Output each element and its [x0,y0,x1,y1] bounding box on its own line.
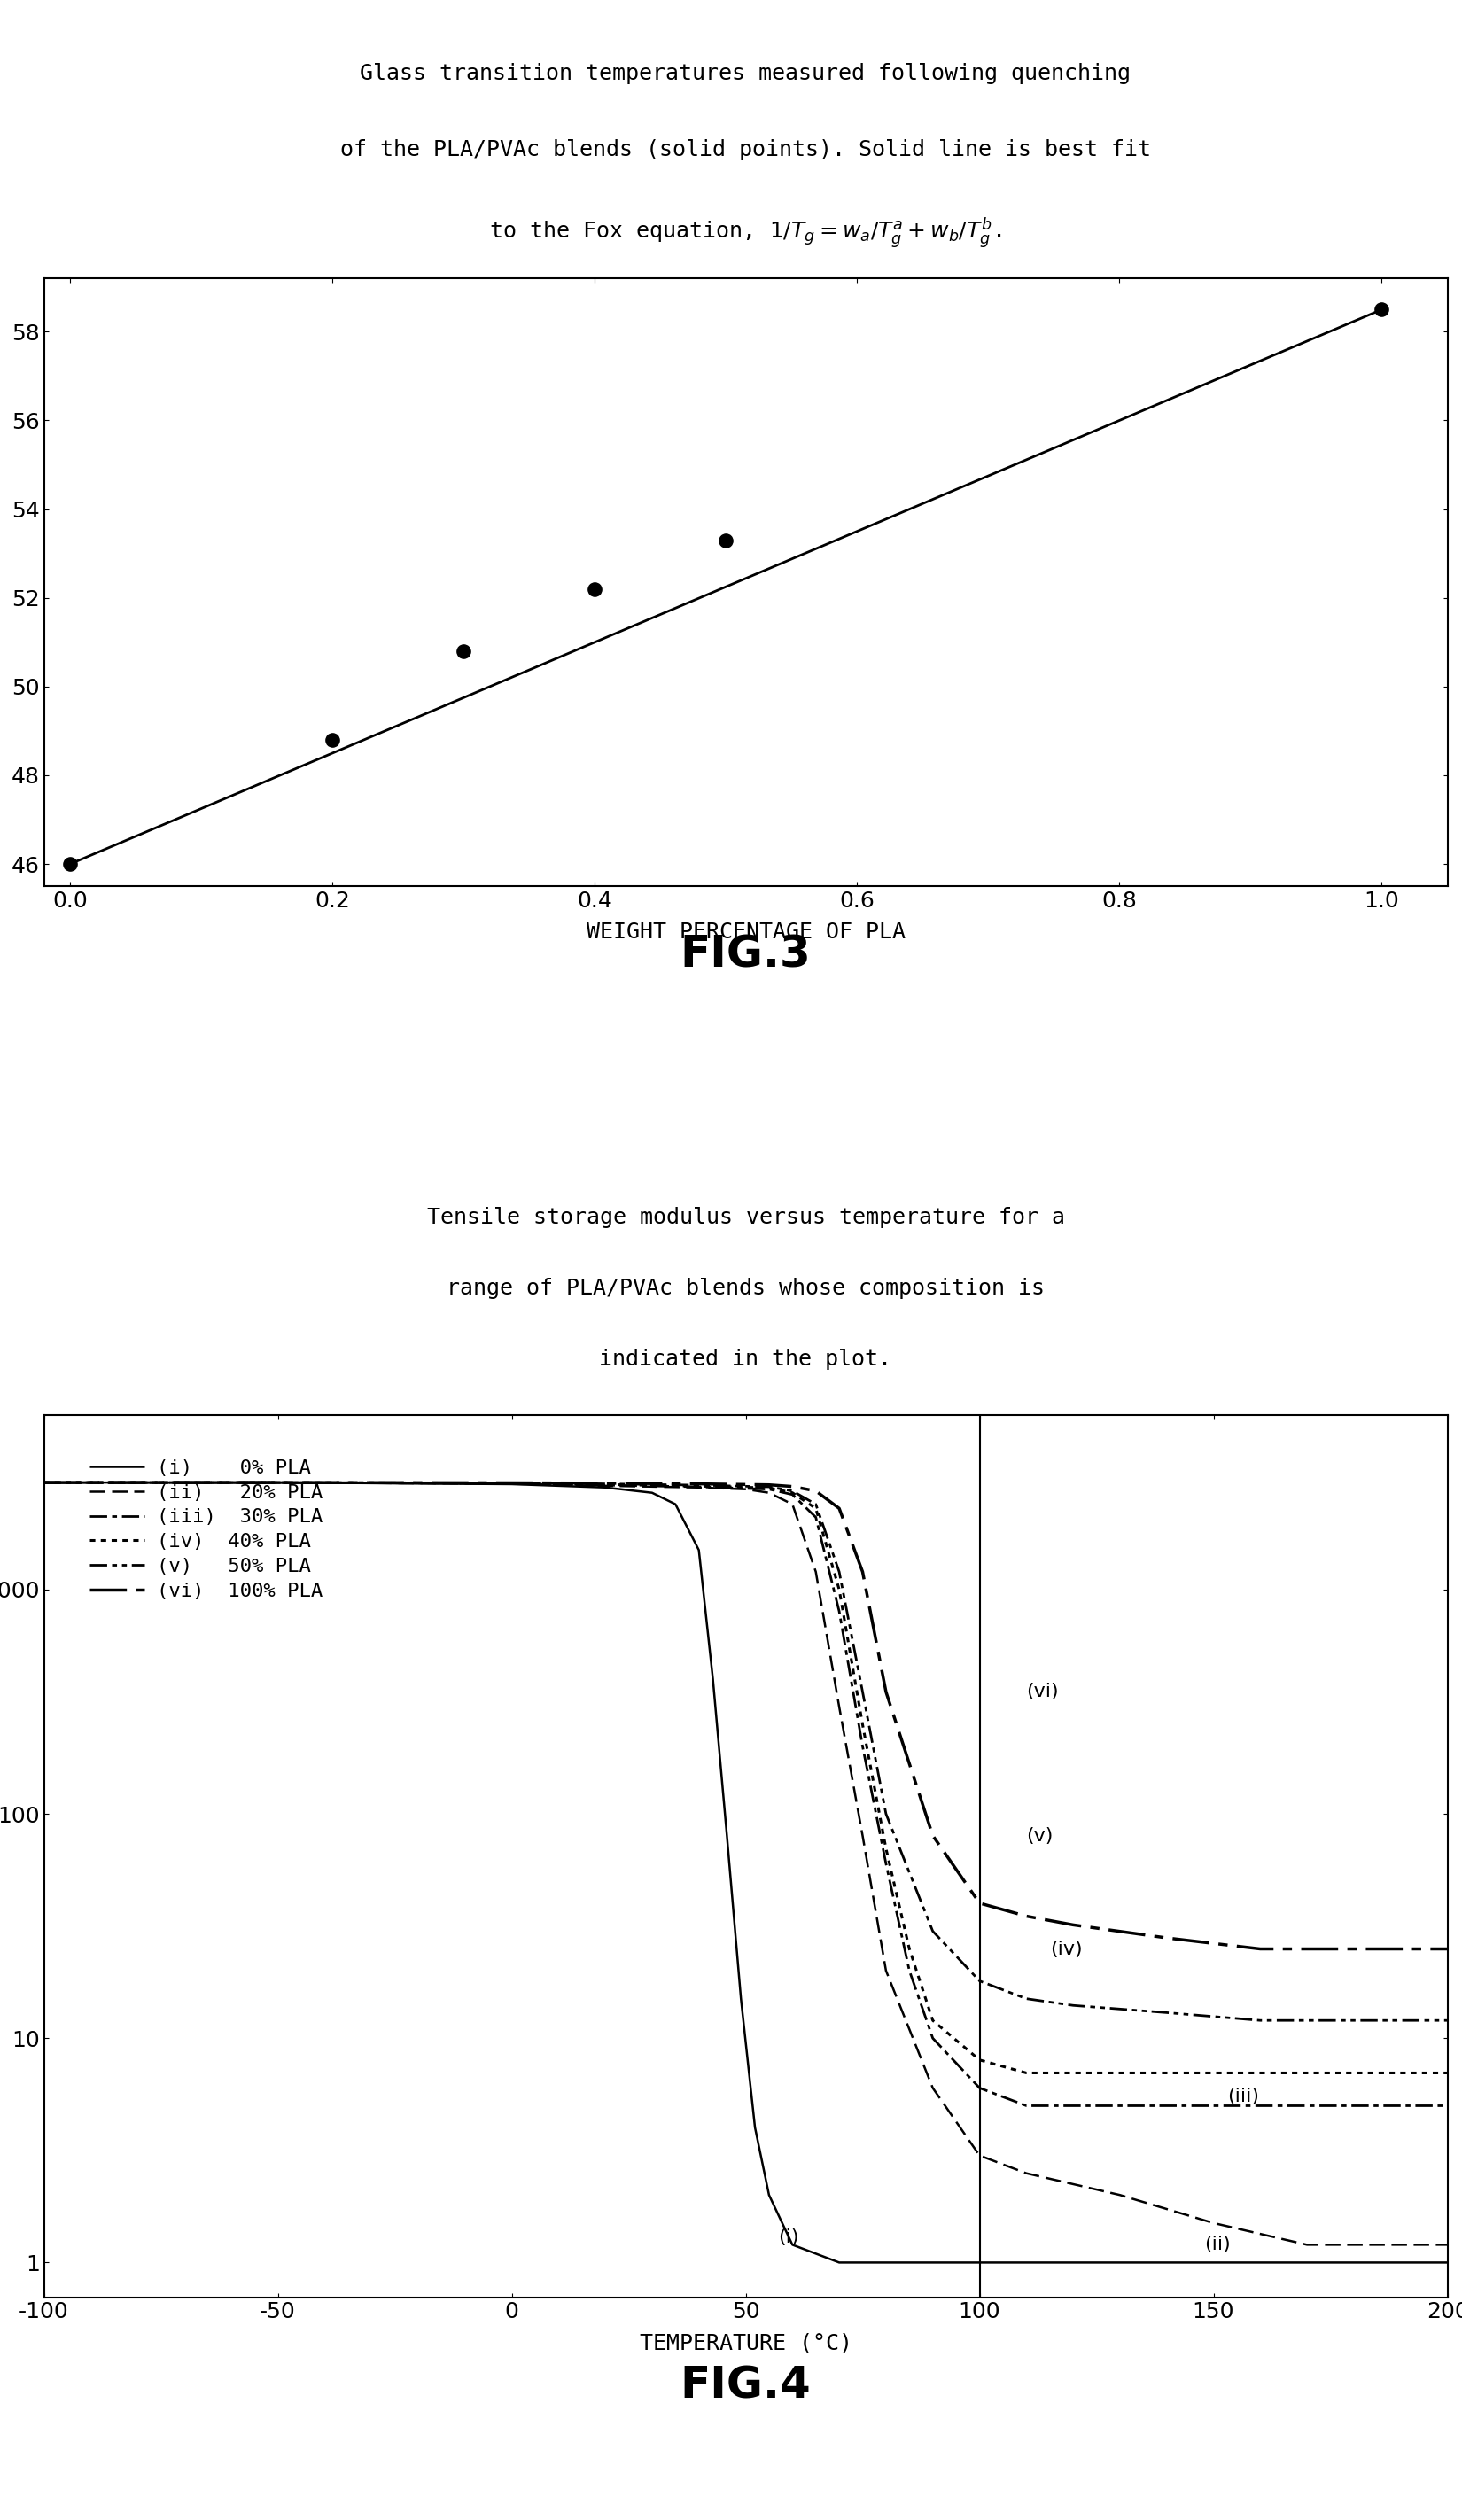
Text: to the Fox equation, $1/T_g=w_a/T_g^a+w_b/T_g^b$.: to the Fox equation, $1/T_g=w_a/T_g^a+w_… [490,214,1001,249]
Point [58,844,82,885]
X-axis label: WEIGHT PERCENTAGE OF PLA: WEIGHT PERCENTAGE OF PLA [586,922,905,942]
Point [715,519,738,559]
Text: FIG.4: FIG.4 [680,2364,811,2407]
Text: range of PLA/PVAc blends whose composition is: range of PLA/PVAc blends whose compositi… [446,1278,1045,1298]
Text: of the PLA/PVAc blends (solid points). Solid line is best fit: of the PLA/PVAc blends (solid points). S… [341,139,1151,161]
Point [583,570,607,610]
Point [320,721,344,761]
Text: (iv): (iv) [1050,1940,1082,1958]
Point [452,630,475,670]
Point [1370,290,1393,330]
Text: Tensile storage modulus versus temperature for a: Tensile storage modulus versus temperatu… [427,1207,1064,1227]
Text: indicated in the plot.: indicated in the plot. [599,1348,892,1371]
Text: (v): (v) [1026,1827,1053,1845]
Text: (ii): (ii) [1205,2235,1231,2253]
Text: Glass transition temperatures measured following quenching: Glass transition temperatures measured f… [360,63,1132,86]
Legend: (i)    0% PLA, (ii)   20% PLA, (iii)  30% PLA, (iv)  40% PLA, (v)   50% PLA, (vi: (i) 0% PLA, (ii) 20% PLA, (iii) 30% PLA,… [82,1452,330,1608]
X-axis label: TEMPERATURE (°C): TEMPERATURE (°C) [639,2334,852,2354]
Text: (iii): (iii) [1228,2087,1259,2104]
Text: (i): (i) [778,2228,800,2245]
Text: (vi): (vi) [1026,1683,1058,1701]
Text: FIG.3: FIG.3 [680,932,811,975]
